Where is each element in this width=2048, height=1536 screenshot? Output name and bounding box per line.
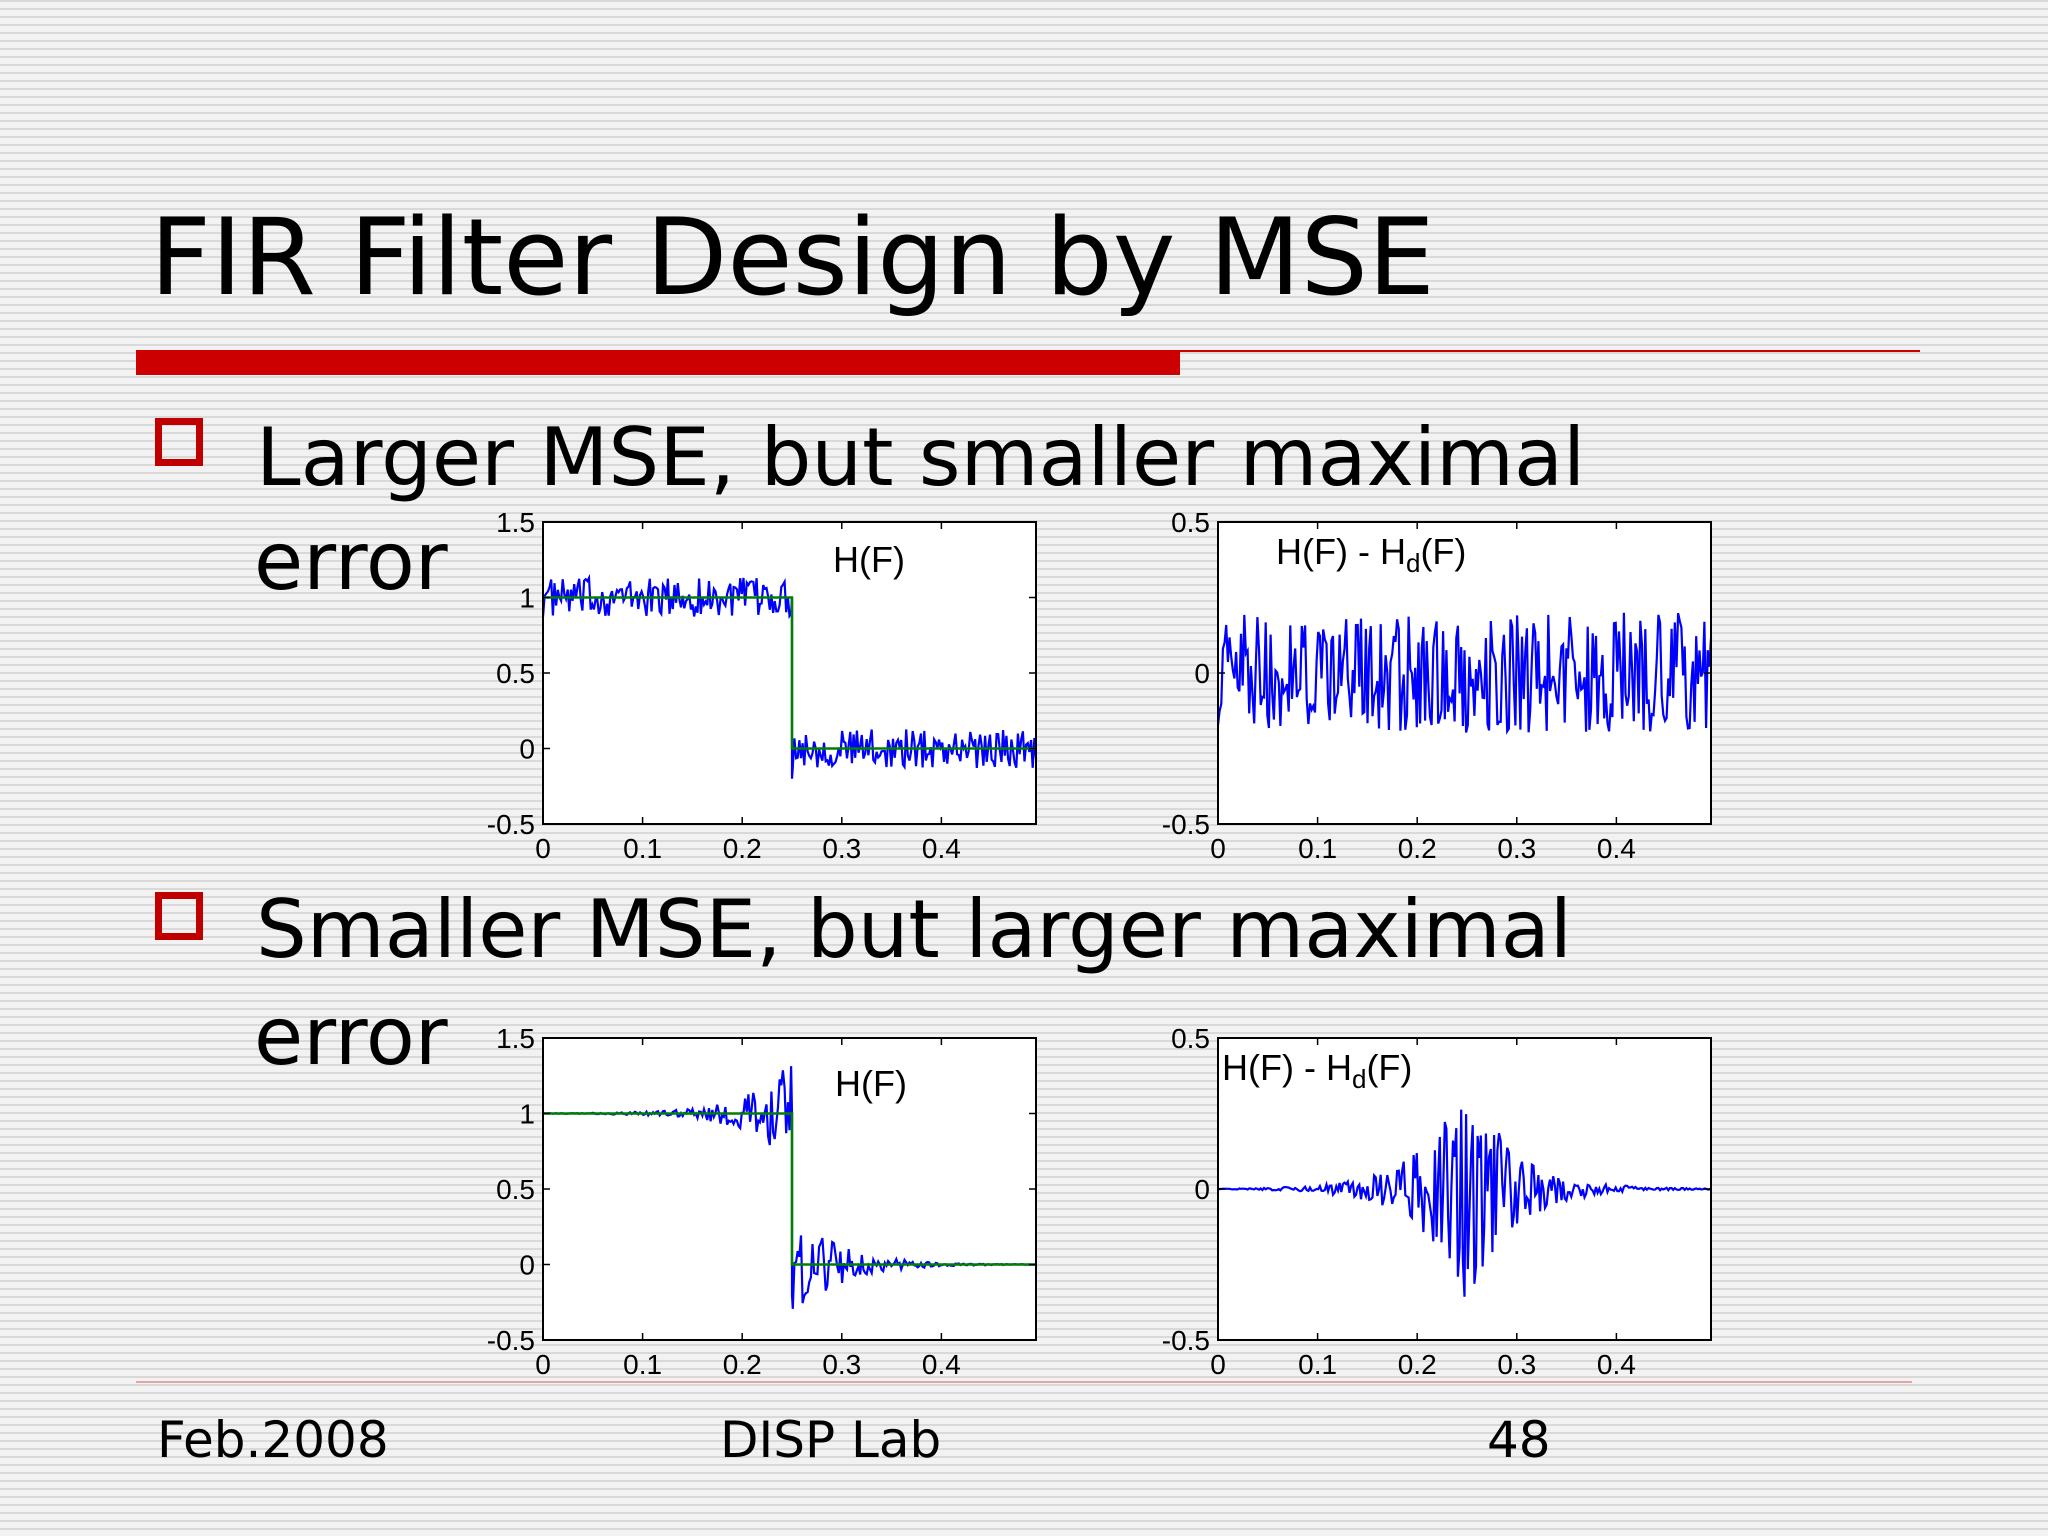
x-tick-label: 0.2 — [1398, 833, 1437, 864]
footer-divider — [136, 1381, 1912, 1383]
y-tick-label: 0 — [1194, 658, 1210, 689]
y-tick-label: -0.5 — [487, 1325, 535, 1356]
x-tick-label: 0.2 — [1398, 1349, 1437, 1380]
chart-bottom-left: 0 0.1 0.2 0.3 0.41.510.50-0.5H(F) — [487, 1023, 1037, 1380]
plot-annotation: H(F) — [835, 1063, 907, 1104]
bullet-box-icon — [155, 418, 203, 466]
x-tick-label: 0.3 — [1497, 1349, 1536, 1380]
y-tick-label: 1 — [519, 583, 535, 614]
chart-top-right: 0 0.1 0.2 0.3 0.40.50-0.5H(F) - Hd(F) — [1162, 507, 1713, 864]
ideal-response-line — [543, 1112, 1036, 1266]
x-tick-label: 0.1 — [623, 833, 662, 864]
bullet-text-line2: error — [254, 990, 448, 1083]
slide-title: FIR Filter Design by MSE — [150, 196, 1435, 319]
title-underline-thick — [136, 350, 1180, 375]
bullet-box-icon — [155, 892, 203, 940]
x-tick-label: 0.1 — [1298, 833, 1337, 864]
y-tick-label: 0.5 — [1171, 1023, 1210, 1054]
bullet-text-line1: Larger MSE, but smaller maximal — [256, 411, 1586, 504]
y-tick-label: -0.5 — [1162, 1325, 1210, 1356]
x-tick-label: 0.3 — [822, 833, 861, 864]
y-tick-label: 1.5 — [496, 507, 535, 538]
x-tick-label: 0.2 — [723, 1349, 762, 1380]
x-tick-label: 0.4 — [922, 833, 961, 864]
y-tick-label: -0.5 — [487, 809, 535, 840]
plot-annotation: H(F) - Hd(F) — [1222, 1047, 1412, 1094]
plot-area — [543, 522, 1036, 824]
x-tick-label: 0 — [1210, 1349, 1226, 1380]
y-tick-label: 0 — [519, 734, 535, 765]
x-tick-label: 0.3 — [822, 1349, 861, 1380]
x-tick-label: 0.4 — [922, 1349, 961, 1380]
footer-lab: DISP Lab — [720, 1411, 942, 1469]
x-tick-label: 0.4 — [1597, 833, 1636, 864]
ideal-response-line — [543, 596, 1036, 750]
footer-page-number: 48 — [1487, 1411, 1551, 1469]
y-tick-label: 1 — [519, 1099, 535, 1130]
chart-top-left: 0 0.1 0.2 0.3 0.41.510.50-0.5H(F) — [487, 507, 1038, 864]
x-tick-label: 0.2 — [723, 833, 762, 864]
plot-annotation: H(F) - Hd(F) — [1276, 531, 1466, 578]
footer-date: Feb.2008 — [157, 1411, 389, 1469]
x-tick-label: 0.4 — [1597, 1349, 1636, 1380]
y-tick-label: 0 — [519, 1250, 535, 1281]
x-tick-label: 0.3 — [1497, 833, 1536, 864]
chart-bottom-right: 0 0.1 0.2 0.3 0.40.50-0.5H(F) - Hd(F) — [1162, 1023, 1712, 1380]
x-tick-label: 0.1 — [623, 1349, 662, 1380]
y-tick-label: 0.5 — [1171, 507, 1210, 538]
plot-annotation: H(F) — [833, 539, 905, 580]
x-tick-label: 0 — [535, 1349, 551, 1380]
y-tick-label: 0.5 — [496, 658, 535, 689]
response-series-line — [1216, 612, 1713, 735]
bullet-text-line2: error — [254, 515, 448, 608]
y-tick-label: -0.5 — [1162, 809, 1210, 840]
x-tick-label: 0 — [535, 833, 551, 864]
bullet-text-line1: Smaller MSE, but larger maximal — [256, 883, 1572, 976]
plot-area — [543, 1038, 1036, 1340]
y-tick-label: 1.5 — [496, 1023, 535, 1054]
x-tick-label: 0 — [1210, 833, 1226, 864]
y-tick-label: 0 — [1194, 1174, 1210, 1205]
y-tick-label: 0.5 — [496, 1174, 535, 1205]
response-series-line — [1217, 1109, 1712, 1297]
title-underline-thin — [1180, 350, 1920, 352]
x-tick-label: 0.1 — [1298, 1349, 1337, 1380]
